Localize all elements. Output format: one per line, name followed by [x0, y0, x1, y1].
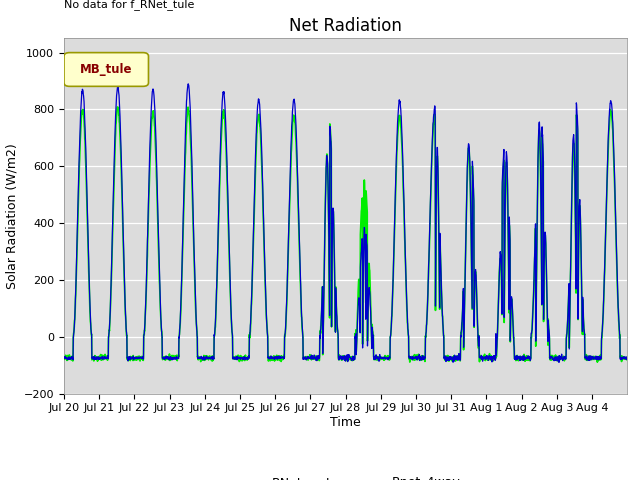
RNet_wat [238, 356, 246, 361]
Text: No data for f_RNet_tule: No data for f_RNet_tule [64, 0, 195, 10]
Rnet_4way [380, 357, 387, 363]
Rnet_4way [238, 358, 246, 364]
RNet_wat [116, 121, 124, 127]
RNet_wat [547, 353, 555, 359]
Line: Rnet_4way: Rnet_4way [64, 107, 627, 362]
X-axis label: Time: Time [330, 416, 361, 429]
Rnet_4way [623, 356, 631, 361]
Line: RNet_wat: RNet_wat [64, 84, 627, 362]
Y-axis label: Solar Radiation (W/m2): Solar Radiation (W/m2) [5, 143, 18, 289]
Rnet_4way [515, 354, 523, 360]
RNet_wat [555, 360, 563, 365]
RNet_wat [184, 81, 192, 87]
Rnet_4way [547, 355, 555, 360]
FancyBboxPatch shape [64, 53, 148, 86]
RNet_wat [380, 355, 387, 361]
Text: MB_tule: MB_tule [80, 63, 132, 76]
Rnet_4way [60, 355, 68, 360]
RNet_wat [616, 332, 623, 337]
Rnet_4way [116, 142, 124, 147]
Rnet_4way [114, 104, 122, 110]
Rnet_4way [616, 336, 623, 341]
RNet_wat [623, 355, 631, 361]
Legend: RNet_wat, Rnet_4way: RNet_wat, Rnet_4way [226, 471, 465, 480]
Title: Net Radiation: Net Radiation [289, 17, 402, 36]
RNet_wat [515, 354, 523, 360]
Rnet_4way [593, 360, 601, 365]
RNet_wat [60, 355, 68, 360]
